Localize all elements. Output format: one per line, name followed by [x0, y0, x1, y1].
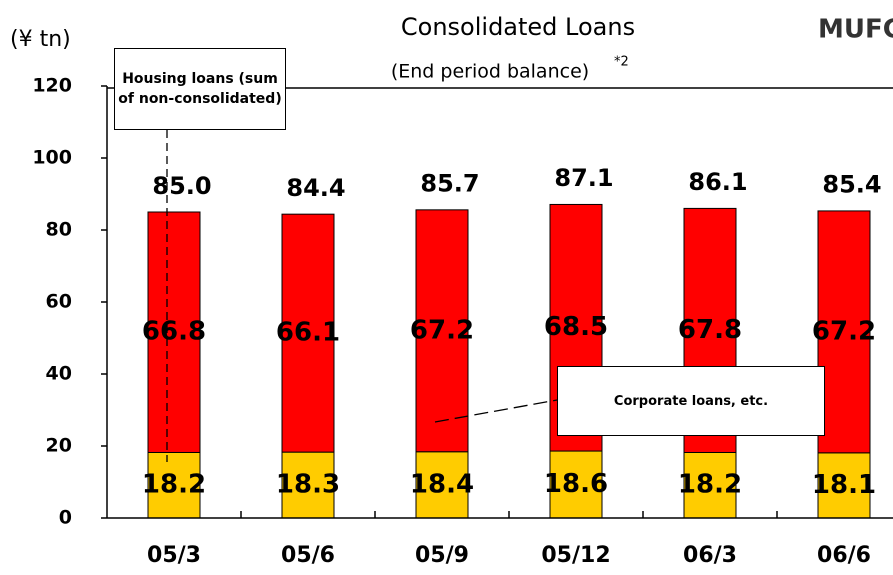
x-tick-label: 05/3 [147, 543, 201, 568]
value-label: 68.5 [544, 312, 608, 342]
value-label: 18.2 [678, 470, 742, 500]
total-label: 85.4 [822, 170, 881, 198]
value-label: 67.2 [812, 316, 876, 346]
y-tick-label: 40 [46, 363, 72, 385]
value-label: 18.6 [544, 469, 608, 499]
total-label: 86.1 [688, 168, 747, 196]
x-tick-label: 05/6 [281, 543, 335, 568]
value-label: 67.2 [410, 315, 474, 345]
x-tick-label: 05/9 [415, 543, 469, 568]
y-tick-label: 20 [46, 435, 72, 457]
value-label: 18.3 [276, 470, 340, 500]
y-tick-label: 60 [46, 291, 72, 313]
bar-segment [817, 210, 871, 454]
bar-segment [415, 209, 469, 453]
bar-segment [281, 451, 335, 519]
value-label: 67.8 [678, 315, 742, 345]
x-tick-label: 05/12 [541, 543, 610, 568]
total-label: 87.1 [554, 164, 613, 192]
value-label: 18.1 [812, 470, 876, 500]
y-axis-label: (¥ tn) [10, 27, 71, 52]
bar-segment [147, 211, 201, 453]
leader-line [434, 399, 558, 423]
y-tick-label: 80 [46, 219, 72, 241]
x-tick-label: 06/6 [817, 543, 871, 568]
total-label: 84.4 [286, 174, 345, 202]
logo: MUFG [818, 15, 893, 45]
bar-segment [415, 451, 469, 519]
y-tick-label: 0 [59, 507, 72, 529]
chart-title: Consolidated Loans [401, 13, 635, 41]
corporate-annotation: Corporate loans, etc. [557, 366, 825, 436]
x-tick-label: 06/3 [683, 543, 737, 568]
y-tick-label: 120 [32, 75, 72, 97]
value-label: 66.1 [276, 318, 340, 348]
value-label: 18.2 [142, 470, 206, 500]
value-label: 66.8 [142, 317, 206, 347]
value-label: 18.4 [410, 469, 474, 499]
bar-segment [281, 213, 335, 453]
footnote-mark: *2 [614, 55, 629, 70]
chart-subtitle: (End period balance) [391, 61, 589, 83]
bar-segment [147, 451, 201, 519]
total-label: 85.0 [152, 172, 211, 200]
y-tick-label: 100 [32, 147, 72, 169]
total-label: 85.7 [420, 169, 479, 197]
housing-annotation: Housing loans (sum of non-consolidated) [114, 48, 286, 130]
